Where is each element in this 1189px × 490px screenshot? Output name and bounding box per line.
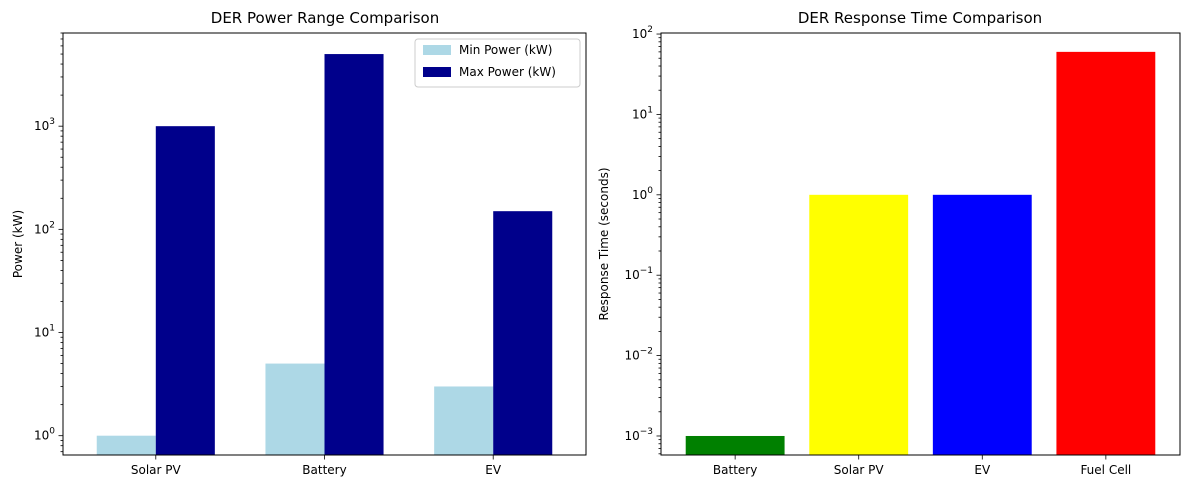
bar-ev [932, 194, 1032, 455]
legend-box [414, 38, 581, 88]
bar-fuel-cell [1056, 51, 1156, 456]
bar-min-power-battery [265, 363, 325, 455]
legend-label-min-power: Min Power (kW) [459, 43, 552, 57]
x-tick-label: Solar PV [131, 463, 182, 477]
chart-title: DER Power Range Comparison [211, 9, 439, 27]
bars-group [96, 54, 553, 456]
x-ticks-group: Solar PV Battery EV [131, 455, 502, 477]
legend-swatch-min-power [423, 45, 451, 55]
bars-group [685, 51, 1156, 456]
y-tick-label: 103 [34, 117, 55, 133]
response-time-chart: DER Response Time Comparison Response Ti… [597, 9, 1181, 477]
y-tick-exponent: 2 [647, 25, 653, 35]
bar-battery [685, 435, 785, 455]
y-axis-label: Power (kW) [11, 210, 25, 278]
x-tick-label: Battery [302, 463, 346, 477]
y-tick-label: 101 [34, 324, 55, 340]
y-tick-exponent: 1 [49, 324, 55, 334]
plot-frame [660, 32, 1181, 456]
y-tick-label: 10−1 [624, 266, 653, 282]
x-tick-label: EV [485, 463, 502, 477]
legend: Min Power (kW) Max Power (kW) [414, 38, 581, 88]
bar-min-power-solar-pv [96, 435, 156, 455]
power-range-chart: DER Power Range Comparison Power (kW) 10… [11, 9, 587, 477]
bar-max-power-battery [324, 54, 384, 456]
y-tick-base: 10 [34, 429, 49, 443]
y-tick-label: 101 [632, 105, 653, 121]
y-tick-exponent: 2 [49, 220, 55, 230]
x-tick-label: Battery [713, 463, 757, 477]
y-tick-label: 100 [632, 186, 653, 202]
x-tick-label: Fuel Cell [1080, 463, 1131, 477]
x-ticks-group: Battery Solar PV EV Fuel Cell [713, 455, 1131, 477]
y-tick-base: 10 [624, 429, 639, 443]
y-tick-base: 10 [34, 222, 49, 236]
y-tick-exponent: −1 [640, 266, 653, 276]
y-tick-base: 10 [624, 349, 639, 363]
y-tick-exponent: 1 [647, 105, 653, 115]
y-tick-exponent: 0 [647, 186, 653, 196]
y-tick-base: 10 [632, 27, 647, 41]
y-tick-exponent: 0 [49, 427, 55, 437]
y-tick-label: 10−3 [624, 427, 653, 443]
y-tick-base: 10 [624, 268, 639, 282]
bar-min-power-ev [434, 386, 494, 455]
plot-frame [62, 32, 587, 456]
y-tick-label: 10−2 [624, 347, 653, 363]
y-tick-base: 10 [34, 326, 49, 340]
y-tick-base: 10 [632, 188, 647, 202]
x-tick-label: EV [974, 463, 991, 477]
bar-max-power-ev [493, 211, 553, 455]
bar-solar-pv [809, 194, 909, 455]
y-tick-exponent: 3 [49, 117, 55, 127]
y-tick-base: 10 [34, 119, 49, 133]
y-tick-exponent: −2 [640, 347, 653, 357]
y-axis-label: Response Time (seconds) [597, 167, 611, 320]
x-tick-label: Solar PV [834, 463, 885, 477]
y-tick-label: 100 [34, 427, 55, 443]
legend-label-max-power: Max Power (kW) [459, 65, 556, 79]
y-tick-exponent: −3 [640, 427, 653, 437]
y-tick-base: 10 [632, 107, 647, 121]
legend-swatch-max-power [423, 67, 451, 77]
chart-title: DER Response Time Comparison [798, 9, 1042, 27]
y-tick-label: 102 [632, 25, 653, 41]
y-tick-label: 102 [34, 220, 55, 236]
bar-max-power-solar-pv [155, 126, 215, 456]
